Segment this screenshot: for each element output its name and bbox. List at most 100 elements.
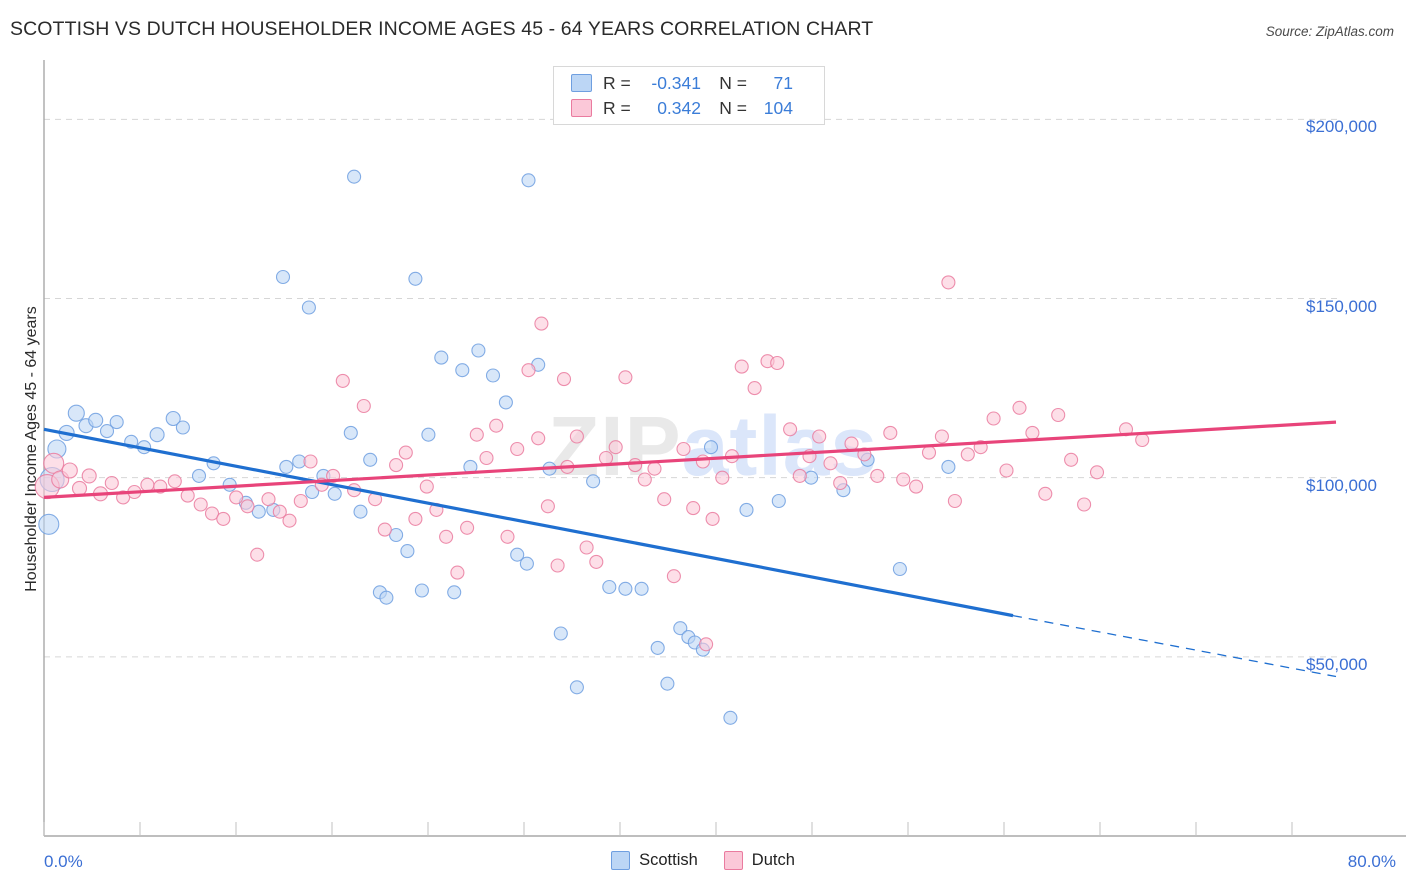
data-point (510, 547, 525, 562)
data-point (556, 372, 572, 387)
data-point (569, 680, 584, 695)
data-point (434, 350, 449, 365)
data-point (99, 424, 115, 439)
legend-item-scottish[interactable]: Scottish (611, 851, 698, 870)
data-point (398, 445, 413, 460)
data-point (771, 493, 786, 509)
data-point (618, 581, 633, 596)
data-point (71, 480, 88, 496)
data-point (389, 458, 404, 473)
data-point (471, 343, 486, 358)
page-title: SCOTTISH VS DUTCH HOUSEHOLDER INCOME AGE… (10, 18, 874, 40)
data-point (479, 450, 494, 466)
data-point (180, 488, 195, 503)
data-point (447, 585, 462, 600)
scottish-legend-swatch (611, 851, 631, 870)
data-point (941, 459, 956, 474)
data-point (109, 415, 124, 430)
x-axis-tick-label-min: 0.0% (44, 852, 83, 871)
data-point (833, 475, 848, 491)
data-point (673, 621, 688, 636)
data-point (498, 395, 513, 410)
data-point (586, 474, 601, 489)
data-point (282, 513, 297, 528)
r-value: -0.341 (651, 72, 701, 93)
n-label: N = (719, 72, 747, 93)
data-point (941, 275, 956, 290)
legend-item-dutch[interactable]: Dutch (723, 851, 795, 870)
data-point (666, 569, 681, 584)
data-point (686, 501, 701, 516)
trend-line-scottish-extrapolated (1012, 614, 1337, 678)
data-point (1089, 465, 1105, 480)
y-axis-tick-label: $200,000 (1306, 117, 1377, 137)
data-point (598, 450, 614, 466)
y-axis-tick-label: $50,000 (1306, 654, 1368, 674)
data-point (251, 504, 266, 519)
data-point (343, 425, 358, 440)
data-point (521, 173, 536, 188)
data-point (400, 544, 415, 559)
data-point (676, 441, 691, 457)
data-point (275, 269, 291, 285)
data-point (67, 404, 85, 422)
data-point (301, 300, 316, 315)
data-point (149, 427, 165, 443)
data-point (534, 316, 549, 331)
y-axis-tick-label: $100,000 (1306, 475, 1377, 495)
data-point (1051, 407, 1066, 423)
r-label: R = (603, 72, 631, 93)
data-point (870, 468, 885, 483)
data-point (191, 468, 207, 483)
legend-label-dutch: Dutch (751, 851, 795, 869)
data-point (608, 440, 623, 455)
data-point (81, 468, 97, 484)
data-point (408, 511, 423, 526)
dutch-color-swatch (571, 99, 592, 117)
n-value: 71 (773, 72, 793, 93)
data-point (960, 447, 975, 462)
data-point (272, 504, 287, 519)
data-point (883, 425, 898, 440)
data-point (408, 271, 423, 286)
data-point (175, 420, 190, 435)
data-point (450, 565, 465, 580)
data-point (602, 579, 617, 595)
dutch-legend-swatch (723, 851, 743, 870)
data-point (439, 529, 454, 544)
stats-row-scottish: R = -0.341 N = 71 (571, 71, 793, 95)
data-point (896, 472, 911, 487)
data-point (1012, 400, 1027, 415)
data-point (389, 527, 404, 543)
data-point (303, 454, 318, 469)
data-point (634, 581, 649, 596)
data-point (703, 440, 719, 455)
series-dutch (34, 275, 1150, 652)
data-point (229, 490, 244, 505)
data-point (261, 492, 276, 507)
data-point (579, 540, 594, 555)
data-point (335, 373, 350, 388)
data-point (1025, 425, 1040, 440)
correlation-stats-box: R = -0.341 N = 71 R = 0.342 N = 104 (553, 66, 825, 125)
chart-legend: Scottish Dutch (0, 851, 1406, 870)
n-label: N = (719, 97, 747, 118)
data-point (204, 506, 220, 521)
scottish-color-swatch (571, 74, 592, 92)
data-point (216, 511, 231, 526)
series-scottish (38, 169, 956, 725)
x-axis-tick-label-max: 80.0% (1347, 852, 1396, 871)
data-point (792, 468, 807, 483)
data-point (250, 547, 265, 562)
data-point (531, 431, 546, 446)
data-point (379, 590, 394, 605)
data-point (770, 355, 785, 371)
data-point (353, 504, 368, 519)
data-point (61, 462, 78, 479)
data-point (140, 477, 155, 492)
data-point (165, 410, 181, 427)
data-point (637, 472, 652, 487)
stats-row-dutch: R = 0.342 N = 104 (571, 96, 793, 120)
data-point (414, 583, 429, 598)
